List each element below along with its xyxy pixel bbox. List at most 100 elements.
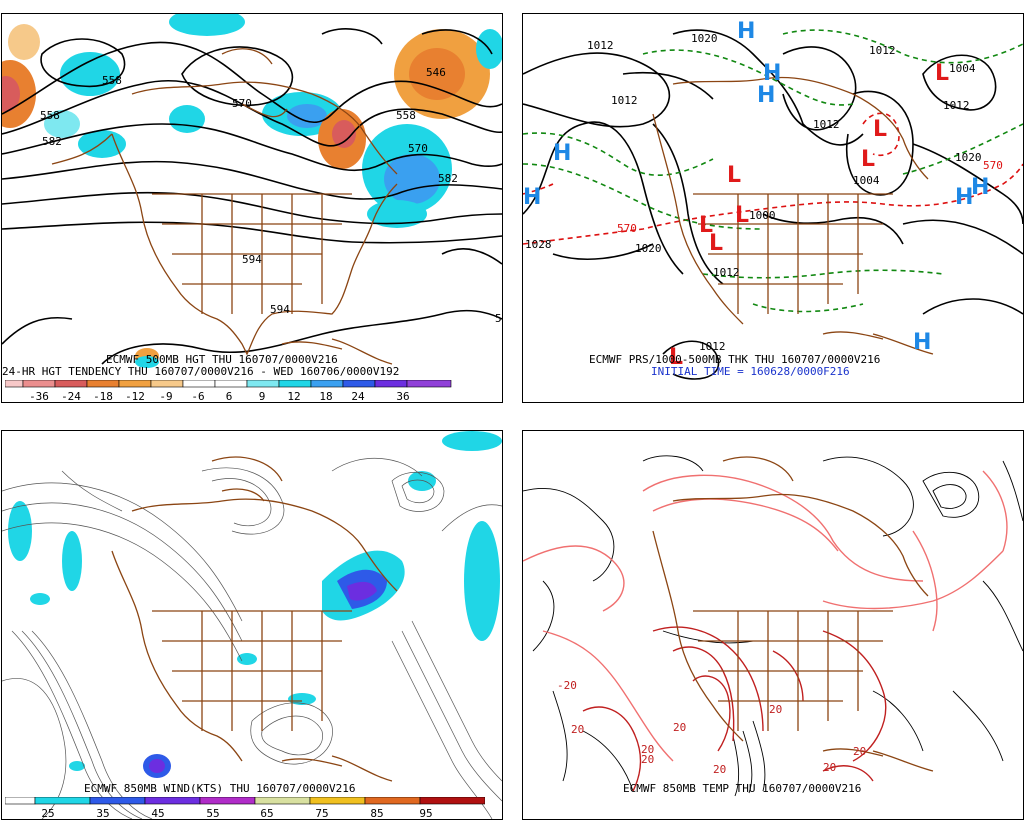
isobar-label: 1004 [853, 174, 880, 187]
colorbar-tick-label: 24 [351, 390, 365, 403]
colorbar-segment [199, 797, 256, 805]
geography-outline [652, 456, 934, 772]
contour-label: 546 [426, 66, 446, 79]
colorbar-segment [89, 797, 146, 805]
isobar-label: 1020 [691, 32, 718, 45]
colorbar-segment [374, 380, 408, 388]
colorbar-segment [309, 797, 366, 805]
thickness-contours [523, 29, 1023, 313]
height-contour-labels: 558 570 558 582 546 558 570 582 594 594 … [40, 66, 502, 325]
colorbar-segment [406, 380, 452, 388]
colorbar-tick-label: -9 [159, 390, 173, 403]
colorbar-tick-label: 95 [419, 807, 433, 820]
colorbar-tick-label: -24 [61, 390, 81, 403]
colorbar-segment [310, 380, 344, 388]
colorbar-segment [144, 797, 201, 805]
colorbar-segment [419, 797, 485, 805]
isobar-label: 1012 [869, 44, 896, 57]
pressure-thickness-map: 1012 1020 1012 1012 1004 1012 1012 1020 … [523, 19, 1023, 380]
contour-label: 558 [102, 74, 122, 87]
isobar-contours [523, 29, 1023, 380]
tendency-shading [2, 14, 502, 368]
panel2-title: ECMWF PRS/1000-500MB THK THU 160707/0000… [589, 353, 881, 366]
wind-shading [8, 431, 502, 778]
panel-850mb-wind: ECMWF 850MB WIND(KTS) THU 160707/0000V21… [1, 430, 503, 820]
temp-label: -20 [557, 679, 577, 692]
wind-speed-colorbar [5, 797, 485, 805]
contour-label: 558 [396, 109, 416, 122]
contour-label: 5 [495, 312, 502, 325]
panel2-initial-time: INITIAL TIME = 160628/0000F216 [651, 365, 850, 378]
contour-label: 582 [42, 135, 62, 148]
low-marker: L [735, 203, 749, 228]
contour-label: 594 [270, 303, 290, 316]
isobar-label: 1028 [525, 238, 552, 251]
height-contours [2, 28, 502, 365]
contour-label: 570 [232, 97, 252, 110]
high-marker: H [757, 83, 775, 108]
geography-outline [51, 48, 398, 365]
high-pressure-markers: H H H H H H H H [523, 19, 989, 355]
high-marker: H [913, 330, 931, 355]
height-tendency-map: 558 570 558 582 546 558 570 582 594 594 … [2, 14, 502, 368]
isobar-label: 1020 [635, 242, 662, 255]
colorbar-tick-label: 25 [41, 807, 55, 820]
colorbar-tick-label: -6 [191, 390, 205, 403]
temp-label: 20 [641, 753, 654, 766]
low-marker: L [699, 213, 713, 238]
panel-850mb-temp: -20 20 20 20 20 20 20 20 20 ECMWF 850MB … [522, 430, 1024, 820]
colorbar-segment [5, 797, 36, 805]
contour-label: 570 [408, 142, 428, 155]
temp-label: 20 [713, 763, 726, 776]
tendency-colorbar [5, 380, 452, 388]
colorbar-segment [118, 380, 152, 388]
colorbar-segment [278, 380, 312, 388]
low-pressure-markers: L L L L L L L L [669, 61, 949, 370]
isobar-labels: 1012 1020 1012 1012 1004 1012 1012 1020 … [525, 32, 1003, 353]
panel3-title: ECMWF 850MB WIND(KTS) THU 160707/0000V21… [84, 782, 356, 795]
low-marker: L [709, 231, 723, 256]
colorbar-tick-label: -36 [29, 390, 49, 403]
wind-isotachs [2, 457, 502, 819]
low-marker: L [935, 61, 949, 86]
isobar-label: 1012 [587, 39, 614, 52]
geopotential-contours [523, 455, 1023, 797]
low-marker: L [861, 147, 875, 172]
colorbar-segment [86, 380, 120, 388]
temp-label: 20 [571, 723, 584, 736]
wind-speed-map [2, 431, 502, 819]
colorbar-segment [54, 380, 88, 388]
colorbar-tick-label: -12 [125, 390, 145, 403]
panel-500mb-height: 558 570 558 582 546 558 570 582 594 594 … [1, 13, 503, 403]
isobar-label: 1012 [943, 99, 970, 112]
panel-slp-thickness: 1012 1020 1012 1012 1004 1012 1012 1020 … [522, 13, 1024, 403]
temp-label: 20 [673, 721, 686, 734]
colorbar-tick-label: 18 [319, 390, 333, 403]
isobar-label: 1000 [749, 209, 776, 222]
high-marker: H [553, 141, 571, 166]
temperature-map: -20 20 20 20 20 20 20 20 20 [523, 455, 1023, 797]
geography-outline [111, 456, 398, 782]
high-marker: H [971, 175, 989, 200]
contour-label: 594 [242, 253, 262, 266]
isobar-label: 570 [617, 222, 637, 235]
panel1-subtitle: 24-HR HGT TENDENCY THU 160707/0000V216 -… [2, 365, 400, 378]
colorbar-segment [254, 797, 311, 805]
colorbar-tick-label: 45 [151, 807, 165, 820]
colorbar-segment [214, 380, 248, 388]
colorbar-segment [364, 797, 421, 805]
colorbar-segment [246, 380, 280, 388]
isobar-label: 1020 [955, 151, 982, 164]
temp-label: 20 [641, 743, 654, 756]
isobar-label: 1012 [699, 340, 726, 353]
low-marker: L [669, 345, 683, 370]
colorbar-tick-label: 65 [260, 807, 274, 820]
colorbar-tick-label: 6 [225, 390, 233, 403]
panel1-title: ECMWF 500MB HGT THU 160707/0000V216 [106, 353, 338, 366]
colorbar-tick-label: 85 [370, 807, 384, 820]
low-marker: L [727, 163, 741, 188]
isobar-label: 1012 [813, 118, 840, 131]
contour-label: 558 [40, 109, 60, 122]
high-marker: H [523, 185, 541, 210]
colorbar-segment [5, 380, 24, 388]
